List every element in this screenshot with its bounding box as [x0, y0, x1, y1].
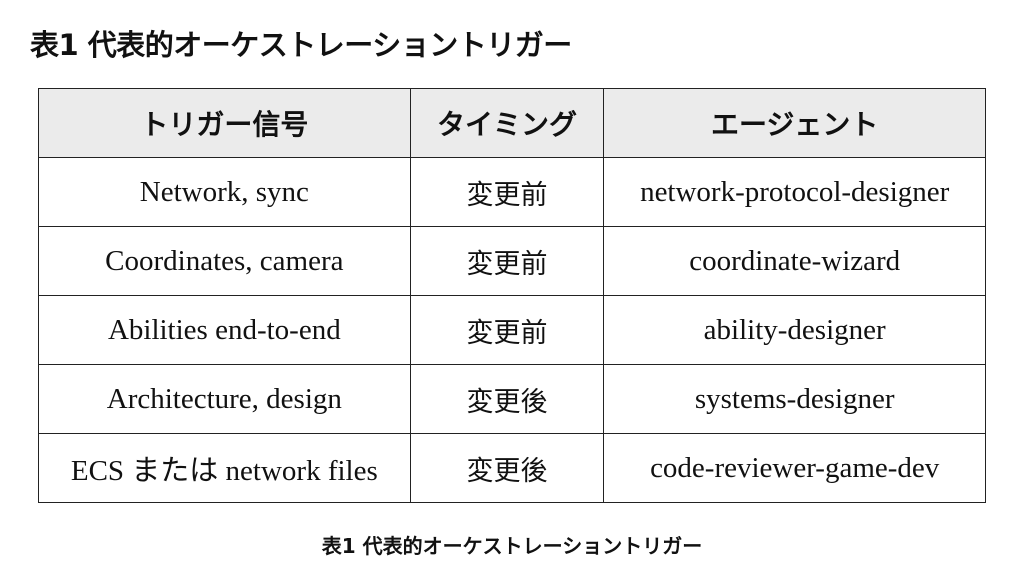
cell-agent: network-protocol-designer — [603, 157, 986, 227]
table-header-row: トリガー信号 タイミング エージェント — [38, 88, 986, 158]
cell-timing: 変更前 — [409, 226, 605, 296]
cell-trigger: Network, sync — [38, 157, 411, 227]
cell-agent: ability-designer — [603, 295, 986, 365]
document-title: 表1 代表的オーケストレーショントリガー — [30, 28, 572, 62]
cell-timing: 変更後 — [409, 364, 605, 434]
cell-trigger: Coordinates, camera — [38, 226, 411, 296]
cell-trigger: ECS または network files — [38, 433, 411, 503]
table-row: Abilities end-to-end 変更前 ability-designe… — [38, 295, 986, 365]
table-row: ECS または network files 変更後 code-reviewer-… — [38, 433, 986, 503]
header-agent: エージェント — [603, 88, 986, 158]
cell-timing: 変更前 — [409, 157, 605, 227]
table-row: Network, sync 変更前 network-protocol-desig… — [38, 157, 986, 227]
cell-agent: systems-designer — [603, 364, 986, 434]
table-row: Coordinates, camera 変更前 coordinate-wizar… — [38, 226, 986, 296]
cell-agent: coordinate-wizard — [603, 226, 986, 296]
table-caption: 表1 代表的オーケストレーショントリガー — [321, 534, 703, 558]
orchestration-trigger-table: トリガー信号 タイミング エージェント Network, sync 変更前 ne… — [38, 88, 986, 503]
header-timing: タイミング — [409, 88, 605, 158]
cell-timing: 変更後 — [409, 433, 605, 503]
header-trigger-signal: トリガー信号 — [38, 88, 411, 158]
table-row: Architecture, design 変更後 systems-designe… — [38, 364, 986, 434]
cell-trigger: Architecture, design — [38, 364, 411, 434]
cell-timing: 変更前 — [409, 295, 605, 365]
cell-agent: code-reviewer-game-dev — [603, 433, 986, 503]
cell-trigger: Abilities end-to-end — [38, 295, 411, 365]
